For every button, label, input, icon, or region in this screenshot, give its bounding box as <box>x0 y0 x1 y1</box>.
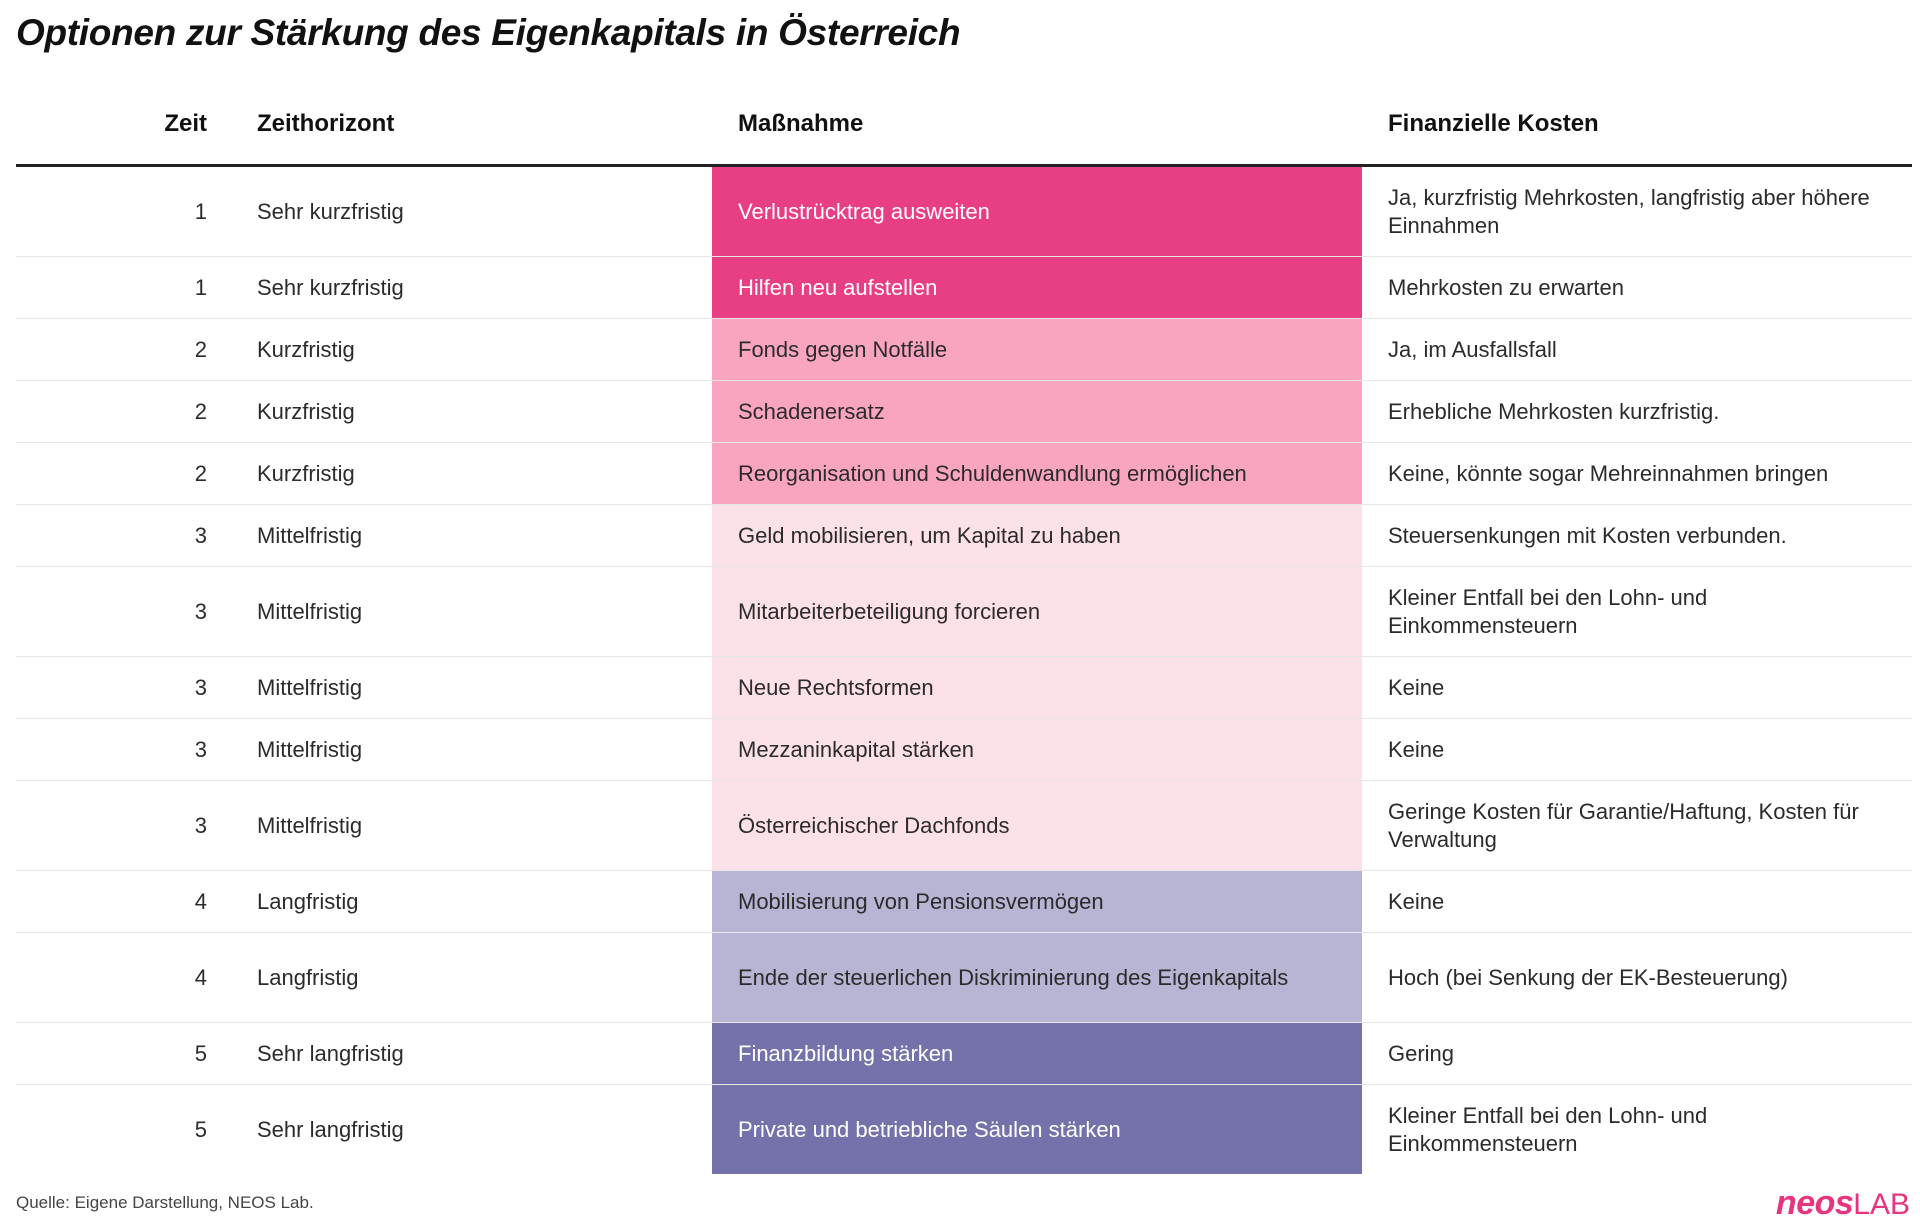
cell-zeithorizont: Mittelfristig <box>243 566 712 657</box>
cell-zeithorizont: Mittelfristig <box>243 504 712 567</box>
header-zeithorizont: Zeithorizont <box>243 100 712 167</box>
cell-zeit: 2 <box>16 442 243 505</box>
cell-zeit: 4 <box>16 932 243 1023</box>
cell-finanzielle-kosten: Keine <box>1362 656 1912 719</box>
cell-finanzielle-kosten: Steuersenkungen mit Kosten verbunden. <box>1362 504 1912 567</box>
table-row: 2 Kurzfristig Fonds gegen Notfälle Ja, im A… <box>16 318 1912 381</box>
cell-finanzielle-kosten: Mehrkosten zu erwarten <box>1362 256 1912 319</box>
cell-massnahme: Private und betriebliche Säulen stärken <box>712 1084 1362 1174</box>
cell-zeithorizont: Mittelfristig <box>243 656 712 719</box>
table-body: 1 Sehr kurzfristig Verlustrücktrag ausweit… <box>16 165 1912 1174</box>
header-zeit: Zeit <box>16 100 243 167</box>
cell-finanzielle-kosten: Keine <box>1362 870 1912 933</box>
cell-zeit: 3 <box>16 656 243 719</box>
cell-finanzielle-kosten: Keine, könnte sogar Mehreinnahmen bringe… <box>1362 442 1912 505</box>
cell-finanzielle-kosten: Hoch (bei Senkung der EK-Besteuerung) <box>1362 932 1912 1023</box>
header-massnahme: Maßnahme <box>712 100 1362 167</box>
logo-neos: neos <box>1775 1184 1854 1222</box>
measures-table-container: Zeit Zeithorizont Maßnahme Finanzielle K… <box>16 100 1912 1174</box>
cell-massnahme: Ende der steuerlichen Diskriminierung de… <box>712 932 1362 1023</box>
cell-finanzielle-kosten: Kleiner Entfall bei den Lohn- und Einkom… <box>1362 566 1912 657</box>
table-row: 4 Langfristig Ende der steuerlichen Diskri… <box>16 932 1912 1023</box>
cell-massnahme: Mezzaninkapital stärken <box>712 718 1362 781</box>
table-row: 3 Mittelfristig Mezzaninkapital stärken Kei… <box>16 718 1912 781</box>
cell-zeit: 1 <box>16 165 243 257</box>
cell-zeit: 2 <box>16 318 243 381</box>
cell-zeit: 5 <box>16 1022 243 1085</box>
logo-lab: LAB <box>1853 1188 1910 1221</box>
table-row: 3 Mittelfristig Mitarbeiterbeteiligung for… <box>16 566 1912 657</box>
cell-zeit: 5 <box>194 1116 207 1142</box>
cell-massnahme: Verlustrücktrag ausweiten <box>712 165 1362 257</box>
cell-zeit: 1 <box>16 256 243 319</box>
cell-zeithorizont: Sehr kurzfristig <box>243 165 712 257</box>
table-row: 5 Sehr langfristig Private und betrieblich… <box>16 1084 1912 1174</box>
table-row: 1 Sehr kurzfristig Hilfen neu aufstellen Me… <box>16 256 1912 319</box>
cell-zeit: 2 <box>16 380 243 443</box>
cell-zeithorizont: Mittelfristig <box>243 780 712 871</box>
source-note: Quelle: Eigene Darstellung, NEOS Lab. <box>16 1193 314 1212</box>
cell-zeithorizont: Sehr langfristig <box>243 1022 712 1085</box>
cell-finanzielle-kosten: Geringe Kosten für Garantie/Haftung, Kos… <box>1362 780 1912 871</box>
table-header-row: Zeit Zeithorizont Maßnahme Finanzielle K… <box>16 100 1912 167</box>
cell-massnahme: Hilfen neu aufstellen <box>712 256 1362 319</box>
cell-zeithorizont: Kurzfristig <box>243 318 712 381</box>
cell-zeithorizont: Sehr kurzfristig <box>243 256 712 319</box>
table-row: 2 Kurzfristig Schadenersatz Erhebliche Mehr… <box>16 380 1912 443</box>
cell-zeit: 4 <box>16 870 243 933</box>
table-row: 1 Sehr kurzfristig Verlustrücktrag ausweit… <box>16 165 1912 257</box>
table-row: 3 Mittelfristig Geld mobilisieren, um Kapi… <box>16 504 1912 567</box>
cell-zeit: 3 <box>16 504 243 567</box>
cell-massnahme: Neue Rechtsformen <box>712 656 1362 719</box>
cell-massnahme: Fonds gegen Notfälle <box>712 318 1362 381</box>
table-row: 3 Mittelfristig Neue Rechtsformen Keine <box>16 656 1912 719</box>
measures-table: Zeit Zeithorizont Maßnahme Finanzielle K… <box>16 100 1912 1174</box>
cell-massnahme: Reorganisation und Schuldenwandlung ermö… <box>712 442 1362 505</box>
cell-zeithorizont: Langfristig <box>243 932 712 1023</box>
cell-massnahme: Mitarbeiterbeteiligung forcieren <box>712 566 1362 657</box>
cell-massnahme: Geld mobilisieren, um Kapital zu haben <box>712 504 1362 567</box>
cell-zeithorizont: Kurzfristig <box>243 442 712 505</box>
cell-finanzielle-kosten: Kleiner Entfall bei den Lohn- und Einkom… <box>1388 1102 1708 1156</box>
cell-finanzielle-kosten: Erhebliche Mehrkosten kurzfristig. <box>1362 380 1912 443</box>
cell-finanzielle-kosten: Keine <box>1362 718 1912 781</box>
cell-finanzielle-kosten: Ja, kurzfristig Mehrkosten, langfristig … <box>1362 165 1912 257</box>
cell-massnahme: Schadenersatz <box>712 380 1362 443</box>
cell-finanzielle-kosten: Ja, im Ausfallsfall <box>1362 318 1912 381</box>
cell-zeithorizont: Mittelfristig <box>243 718 712 781</box>
table-row: 5 Sehr langfristig Finanzbildung stärken Ge… <box>16 1022 1912 1085</box>
header-finanzielle-kosten: Finanzielle Kosten <box>1362 100 1912 167</box>
cell-zeithorizont: Sehr langfristig <box>257 1116 404 1142</box>
neos-lab-logo: neosLAB <box>1776 1184 1910 1223</box>
cell-zeithorizont: Langfristig <box>243 870 712 933</box>
page-title: Optionen zur Stärkung des Eigenkapitals … <box>16 12 961 53</box>
table-row: 4 Langfristig Mobilisierung von Pensionsve… <box>16 870 1912 933</box>
cell-zeit: 3 <box>16 718 243 781</box>
cell-massnahme: Mobilisierung von Pensionsvermögen <box>712 870 1362 933</box>
table-row: 3 Mittelfristig Österreichischer Dachfonds… <box>16 780 1912 871</box>
cell-massnahme: Österreichischer Dachfonds <box>712 780 1362 871</box>
cell-massnahme: Finanzbildung stärken <box>712 1022 1362 1085</box>
cell-zeit: 3 <box>16 780 243 871</box>
cell-zeit: 3 <box>16 566 243 657</box>
cell-finanzielle-kosten: Gering <box>1362 1022 1912 1085</box>
cell-zeithorizont: Kurzfristig <box>243 380 712 443</box>
table-row: 2 Kurzfristig Reorganisation und Schuldenw… <box>16 442 1912 505</box>
